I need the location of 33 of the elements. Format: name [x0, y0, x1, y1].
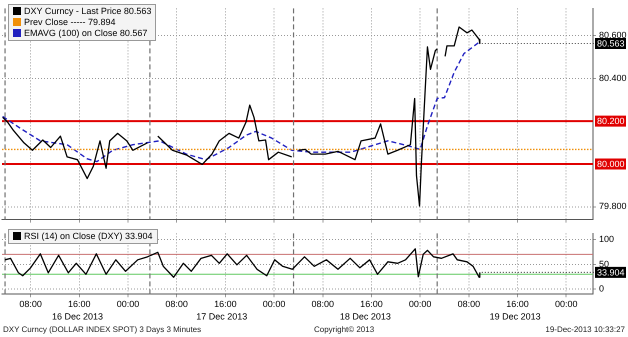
text: 19-Dec-2013 10:33:27	[545, 325, 625, 334]
legend-label: EMAVG (100) on Close 80.567	[24, 28, 148, 38]
text: 17 Dec 2013	[196, 312, 248, 322]
y-tick-label: 80.600	[599, 30, 627, 40]
y-tick-label: 0	[599, 284, 604, 294]
legend-label: RSI (14) on Close (DXY) 33.904	[24, 231, 153, 241]
y-tick-label: 79.800	[599, 201, 627, 212]
x-tick-label: 00:00	[554, 299, 578, 310]
text: 19 Dec 2013	[490, 312, 541, 322]
y-tick-label: 100	[599, 234, 614, 244]
x-tick-label: 08:00	[311, 299, 334, 310]
ref-line-label: 80.200	[597, 116, 625, 126]
x-tick-label: 00:00	[408, 299, 432, 310]
x-tick-label: 08:00	[458, 299, 480, 310]
x-tick-label: 08:00	[19, 299, 42, 310]
x-tick-label: 08:00	[165, 299, 188, 310]
x-tick-label: 16:00	[68, 299, 91, 310]
x-tick-label: 16:00	[506, 299, 529, 310]
data-label: 80.563	[597, 38, 625, 48]
ref-line-label: 80.000	[597, 158, 625, 169]
x-tick-label: 16:00	[214, 299, 237, 310]
x-tick-label: 00:00	[116, 299, 140, 310]
x-tick-label: 16:00	[360, 299, 383, 310]
y-tick-label: 50	[599, 258, 610, 269]
y-tick-label: 80.400	[599, 72, 627, 83]
legend-label: Prev Close ----- 79.894	[24, 17, 116, 27]
text: DXY Curncy (DOLLAR INDEX SPOT) 3 Days 3 Minutes	[3, 325, 202, 334]
x-tick-label: 00:00	[262, 299, 286, 310]
text: Copyright© 2013	[314, 325, 374, 334]
legend-label: DXY Curncy - Last Price 80.563	[24, 6, 152, 16]
text: 18 Dec 2013	[340, 312, 391, 322]
text: 16 Dec 2013	[52, 312, 103, 322]
data-label: 33.904	[597, 267, 625, 278]
